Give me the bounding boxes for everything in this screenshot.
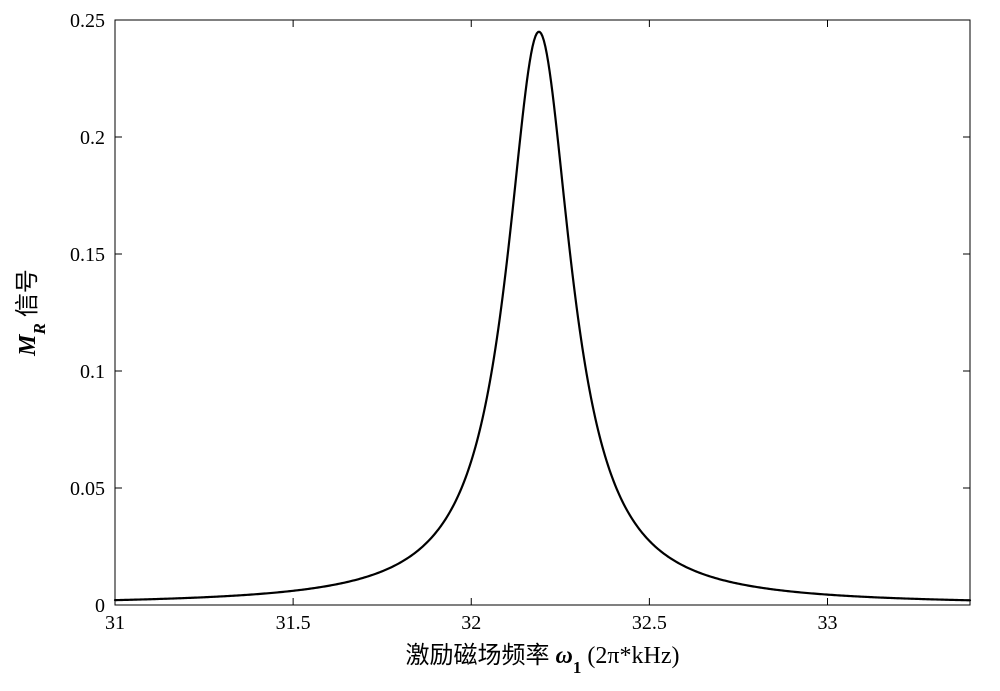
x-tick-label: 31 [105,612,125,634]
lorentzian-chart: 3131.53232.53300.050.10.150.20.25MR 信号激励… [0,0,1000,691]
y-tick-label: 0.05 [70,478,105,500]
y-tick-label: 0.2 [80,127,105,149]
x-tick-label: 31.5 [276,612,311,634]
x-tick-label: 32 [461,612,481,634]
y-tick-label: 0.1 [80,361,105,383]
y-tick-label: 0.25 [70,10,105,32]
x-tick-label: 32.5 [632,612,667,634]
x-tick-label: 33 [818,612,838,634]
y-tick-label: 0.15 [70,244,105,266]
y-tick-label: 0 [95,595,105,617]
